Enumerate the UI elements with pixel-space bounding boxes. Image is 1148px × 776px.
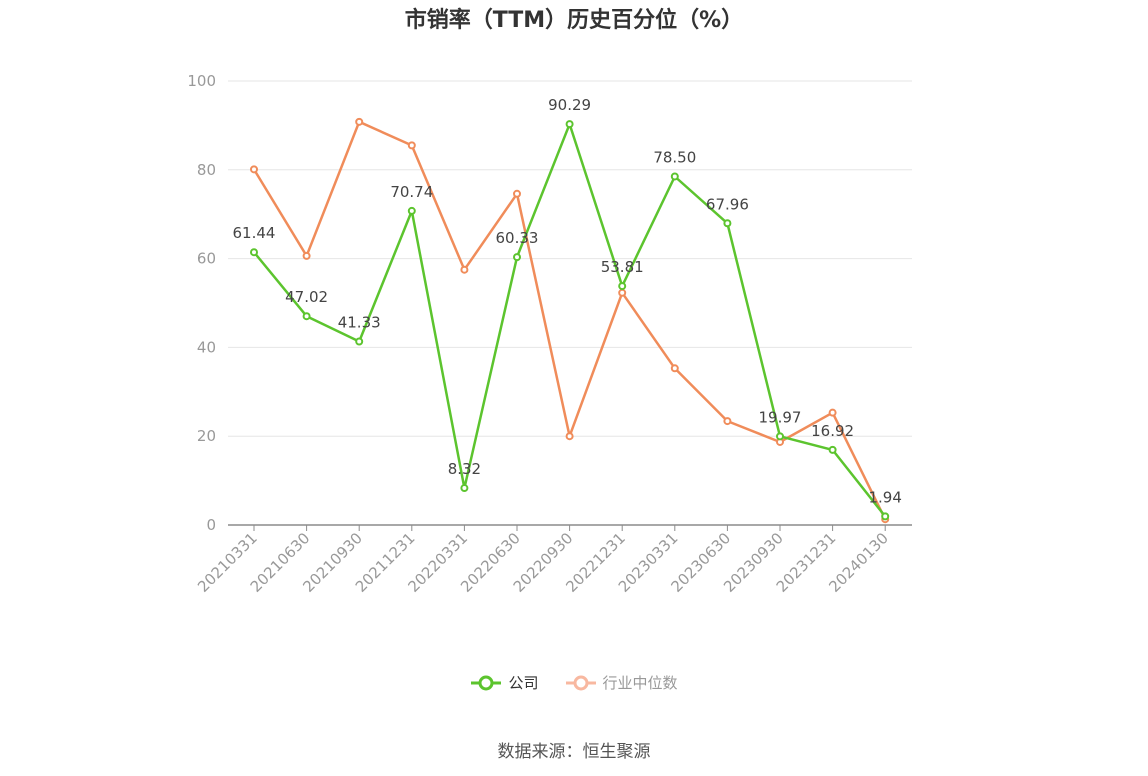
y-tick-label: 80	[197, 161, 216, 179]
data-label: 47.02	[285, 288, 328, 306]
data-point-company[interactable]	[460, 484, 469, 493]
data-point-company[interactable]	[776, 432, 784, 441]
data-labels: 61.44 47.02 41.33 70.74 8.32 60.33 90.29 53.81 7…	[233, 96, 902, 506]
data-point-industry[interactable]	[355, 117, 364, 126]
data-point-company[interactable]	[670, 172, 679, 181]
data-point-company[interactable]	[723, 219, 732, 228]
axes: 0204060801002021033120210630202109302021…	[187, 72, 912, 596]
data-point-industry[interactable]	[407, 141, 416, 150]
legend-industry-icon	[565, 675, 596, 690]
data-label: 60.33	[496, 229, 539, 247]
legend-item-industry[interactable]: 行业中位数	[565, 672, 678, 693]
legend-company-label: 公司	[508, 674, 539, 692]
y-tick-label: 100	[187, 72, 216, 90]
legend-industry-label: 行业中位数	[602, 674, 678, 692]
data-point-company[interactable]	[618, 282, 627, 291]
data-label: 70.74	[390, 183, 433, 201]
data-point-industry[interactable]	[723, 417, 732, 426]
data-label: 78.50	[653, 148, 696, 166]
data-point-company[interactable]	[250, 248, 258, 257]
y-tick-label: 20	[197, 427, 216, 445]
data-point-industry[interactable]	[828, 408, 837, 417]
data-point-industry[interactable]	[565, 432, 574, 441]
data-point-industry[interactable]	[302, 251, 311, 260]
legend: 公司 行业中位数	[0, 672, 1148, 693]
legend-company-icon	[471, 675, 502, 690]
data-label: 61.44	[233, 224, 276, 242]
legend-item-company[interactable]: 公司	[470, 672, 539, 693]
data-label: 67.96	[706, 195, 749, 213]
data-point-industry[interactable]	[250, 165, 258, 174]
data-label: 16.92	[811, 422, 854, 440]
grid-lines	[228, 80, 912, 437]
data-label: 1.94	[868, 488, 901, 506]
data-point-company[interactable]	[407, 206, 416, 215]
data-point-company[interactable]	[565, 120, 574, 129]
y-tick-label: 60	[197, 250, 216, 268]
data-point-company[interactable]	[881, 512, 890, 521]
y-tick-label: 0	[206, 516, 216, 534]
y-tick-label: 40	[197, 338, 216, 356]
data-point-company[interactable]	[513, 253, 521, 262]
data-label: 41.33	[338, 313, 381, 331]
data-label: 8.32	[448, 460, 481, 478]
data-point-industry[interactable]	[670, 364, 679, 373]
data-point-industry[interactable]	[460, 265, 469, 274]
data-point-industry[interactable]	[513, 189, 521, 198]
data-point-company[interactable]	[355, 337, 364, 346]
data-point-company[interactable]	[828, 445, 837, 454]
chart-title: 市销率（TTM）历史百分位（%）	[404, 8, 744, 33]
data-label: 90.29	[548, 96, 591, 114]
data-point-industry[interactable]	[618, 288, 627, 297]
data-label: 53.81	[601, 258, 644, 276]
data-label: 19.97	[759, 408, 802, 426]
series-lines	[250, 117, 890, 524]
source-note: 数据来源：恒生聚源	[497, 742, 651, 762]
data-point-company[interactable]	[302, 312, 311, 321]
